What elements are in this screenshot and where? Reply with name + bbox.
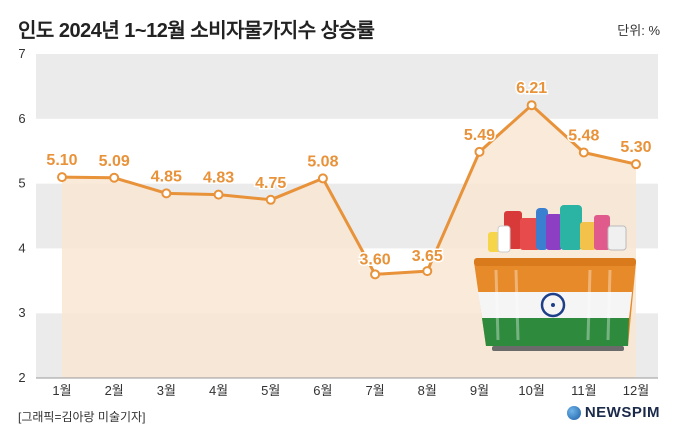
value-label: 5.09 (99, 153, 130, 170)
x-tick-label: 11월 (571, 383, 596, 398)
x-tick-label: 12월 (623, 383, 649, 398)
y-tick-label: 6 (18, 111, 25, 126)
value-label: 3.65 (412, 248, 443, 265)
source-credit: [그래픽=김아랑 미술기자] (18, 410, 146, 424)
brand-globe-icon (566, 405, 581, 420)
data-point (370, 269, 381, 280)
data-point (265, 194, 276, 205)
data-point (578, 147, 589, 158)
data-point (317, 173, 328, 184)
x-tick-label: 1월 (52, 383, 71, 398)
y-tick-label: 5 (18, 176, 25, 191)
data-point (57, 172, 67, 183)
value-labels: 5.10 5.09 4.85 4.83 4.75 5.08 3.60 3.65 5.49 6.21… (45, 79, 653, 270)
y-axis-ticks: 2 3 4 5 6 7 (18, 46, 25, 385)
x-tick-label: 4월 (209, 383, 228, 398)
y-tick-label: 2 (18, 370, 25, 385)
y-tick-label: 7 (18, 46, 25, 61)
x-tick-label: 6월 (313, 383, 332, 398)
value-label: 6.21 (516, 80, 547, 97)
data-point (526, 100, 537, 111)
value-label: 5.49 (464, 127, 495, 144)
data-point (161, 188, 172, 199)
chart-title: 인도 2024년 1~12월 소비자물가지수 상승률 (18, 20, 375, 42)
value-label: 3.60 (360, 251, 391, 268)
value-label: 5.48 (568, 127, 599, 144)
data-points (57, 100, 641, 280)
data-point (631, 159, 641, 170)
x-tick-label: 10월 (518, 383, 544, 398)
value-label: 5.10 (46, 152, 77, 169)
x-tick-label: 7월 (365, 383, 384, 398)
brand-name: NEWSPIM (584, 404, 660, 421)
x-tick-label: 9월 (470, 383, 489, 398)
y-tick-label: 3 (18, 305, 25, 320)
unit-label: 단위: % (617, 23, 660, 38)
data-point (109, 172, 120, 183)
basket-illustration (474, 205, 636, 351)
value-label: 5.08 (307, 153, 338, 170)
data-point (422, 266, 433, 277)
y-tick-label: 4 (18, 240, 25, 255)
x-tick-label: 5월 (261, 383, 280, 398)
data-point (213, 189, 224, 200)
value-label: 5.30 (620, 139, 651, 156)
x-tick-label: 8월 (418, 383, 437, 398)
value-label: 4.75 (255, 175, 286, 192)
brand-logo: NEWSPIM (566, 404, 660, 421)
grid-band (36, 54, 658, 119)
value-label: 4.85 (151, 168, 182, 185)
x-tick-label: 3월 (157, 383, 176, 398)
series-line (61, 103, 637, 276)
basket-body (474, 258, 636, 351)
products-group (488, 205, 627, 253)
x-axis-ticks: 1월 2월 3월 4월 5월 6월 7월 8월 9월 10월 11월 12월 (52, 383, 649, 398)
value-label: 4.83 (203, 170, 234, 187)
x-tick-label: 2월 (105, 383, 124, 398)
data-point (474, 146, 485, 157)
